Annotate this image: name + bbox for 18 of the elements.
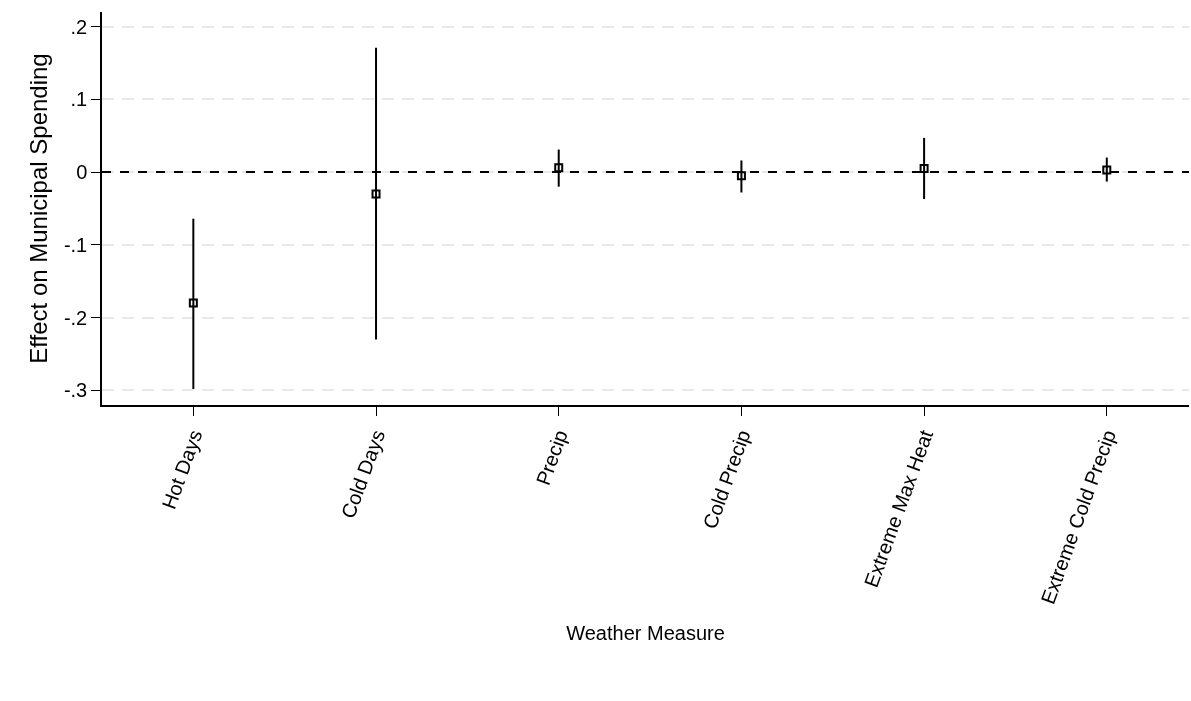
x-tick-label: Hot Days <box>157 427 207 512</box>
y-tick-label: -.1 <box>63 233 88 256</box>
x-tick-label: Cold Precip <box>698 427 755 532</box>
y-tick-label: .2 <box>70 15 88 38</box>
point <box>554 163 564 173</box>
point <box>371 189 381 199</box>
x-axis-title: Weather Measure <box>566 621 725 644</box>
y-tick-label: -.3 <box>63 379 88 402</box>
x-tick-label: Cold Days <box>336 427 390 522</box>
point <box>188 298 198 308</box>
point <box>1102 165 1112 175</box>
y-tick-label: 0 <box>76 161 88 184</box>
x-tick-label: Precip <box>531 427 572 488</box>
y-tick-label: .1 <box>70 88 88 111</box>
point <box>919 163 929 173</box>
y-tick-label: -.2 <box>63 306 88 329</box>
y-axis-title: Effect on Municipal Spending <box>24 53 52 364</box>
point <box>736 171 746 181</box>
